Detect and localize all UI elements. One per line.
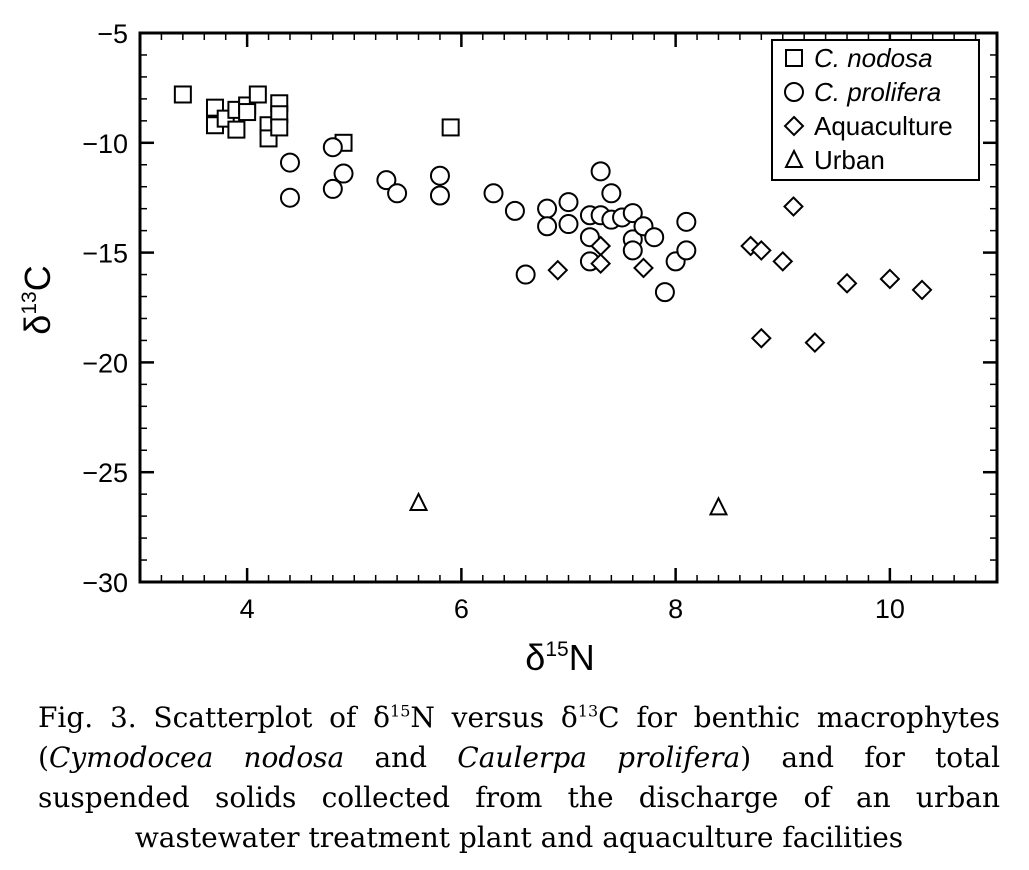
data-point-diamond bbox=[590, 253, 612, 274]
x-tick-label: 6 bbox=[454, 594, 469, 624]
y-tick-label: −15 bbox=[82, 239, 128, 269]
legend-label: C. prolifera bbox=[814, 77, 941, 107]
chart-legend: C. nodosa C. prolifera Aquaculture Urban bbox=[771, 39, 980, 181]
data-point-circle bbox=[654, 282, 675, 303]
legend-marker-diamond bbox=[783, 115, 805, 137]
x-tick-label: 10 bbox=[875, 594, 905, 624]
data-point-circle bbox=[429, 185, 450, 206]
data-point-circle bbox=[558, 192, 579, 213]
data-point-circle bbox=[590, 161, 611, 182]
data-point-diamond bbox=[547, 259, 569, 281]
data-point-square bbox=[248, 85, 267, 104]
data-point-circle bbox=[579, 227, 600, 248]
data-point-circle bbox=[676, 211, 697, 232]
data-point-diamond bbox=[750, 239, 772, 261]
data-point-circle bbox=[279, 187, 300, 208]
x-tick-label: 8 bbox=[668, 594, 683, 624]
data-point-circle bbox=[537, 216, 558, 237]
data-point-square bbox=[441, 118, 460, 137]
data-point-circle bbox=[558, 214, 579, 235]
data-point-circle bbox=[279, 152, 300, 173]
y-axis-label: δ13C bbox=[17, 265, 58, 334]
data-point-diamond bbox=[879, 268, 901, 290]
chart-ticks: 4 6 8 10 −5 −10 −15 −20 −25 −30 bbox=[82, 19, 998, 624]
data-point-circle bbox=[622, 203, 643, 224]
chart-points bbox=[173, 85, 933, 516]
data-point-circle bbox=[601, 183, 622, 204]
legend-marker-circle bbox=[784, 82, 804, 102]
figure-caption: Fig. 3. Scatterplot of δ15N versus δ13C … bbox=[38, 701, 1001, 854]
legend-box bbox=[771, 39, 980, 181]
data-point-square bbox=[238, 103, 257, 122]
data-point-circle bbox=[504, 200, 525, 221]
data-point-circle bbox=[322, 137, 343, 158]
data-point-circle bbox=[644, 227, 665, 248]
data-point-square bbox=[227, 120, 246, 139]
legend-marker-square bbox=[785, 49, 803, 67]
data-point-square bbox=[270, 118, 289, 137]
legend-label: C. nodosa bbox=[814, 43, 933, 73]
y-tick-label: −10 bbox=[82, 129, 128, 159]
scatter-chart: 4 6 8 10 −5 −10 −15 −20 −25 −30 C. nodosa C. proli… bbox=[17, 19, 999, 678]
legend-label: Urban bbox=[814, 145, 885, 175]
data-point-circle bbox=[322, 178, 343, 199]
y-tick-label: −5 bbox=[97, 19, 128, 49]
data-point-circle bbox=[429, 165, 450, 186]
data-point-diamond bbox=[804, 332, 826, 354]
data-point-diamond bbox=[772, 250, 794, 272]
data-point-circle bbox=[676, 240, 697, 261]
data-point-diamond bbox=[836, 272, 858, 294]
y-tick-label: −20 bbox=[82, 348, 128, 378]
x-axis-label: δ15N bbox=[525, 637, 594, 678]
data-point-circle bbox=[376, 170, 397, 191]
data-point-circle bbox=[537, 198, 558, 219]
data-point-circle bbox=[483, 183, 504, 204]
data-point-diamond bbox=[783, 196, 804, 217]
y-tick-label: −30 bbox=[82, 568, 128, 598]
data-point-circle bbox=[515, 264, 536, 285]
data-point-triangle bbox=[408, 491, 429, 511]
legend-marker-triangle bbox=[784, 148, 804, 168]
data-point-diamond bbox=[633, 257, 654, 279]
data-point-triangle bbox=[708, 496, 729, 516]
data-point-diamond bbox=[911, 279, 933, 301]
y-tick-label: −25 bbox=[82, 458, 128, 488]
x-tick-label: 4 bbox=[240, 594, 255, 624]
data-point-circle bbox=[387, 183, 408, 204]
data-point-circle bbox=[622, 240, 643, 261]
data-point-square bbox=[173, 85, 192, 104]
data-point-circle bbox=[333, 163, 354, 184]
data-point-diamond bbox=[750, 327, 772, 349]
legend-label: Aquaculture bbox=[814, 111, 953, 141]
